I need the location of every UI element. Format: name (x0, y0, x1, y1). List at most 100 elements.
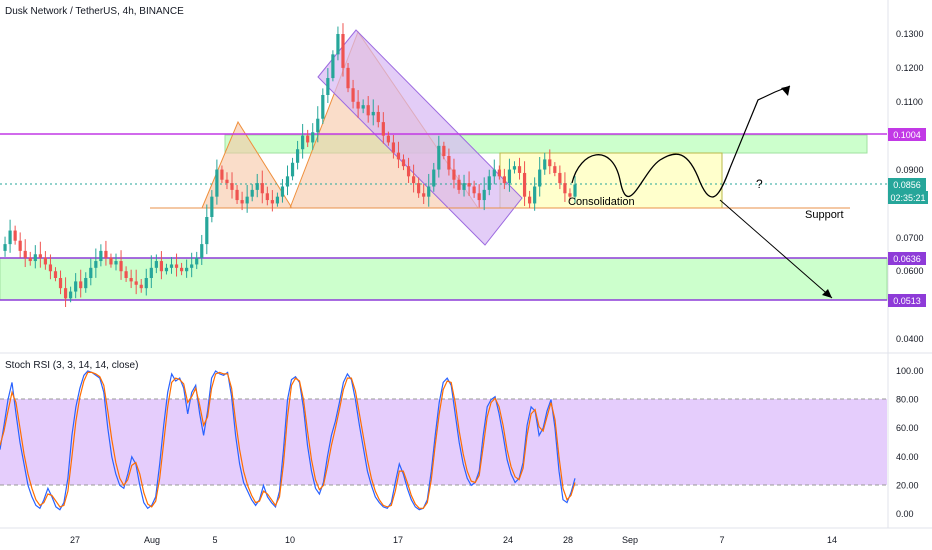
stoch-tick-label: 20.00 (896, 480, 919, 490)
candle (366, 96, 370, 123)
time-axis[interactable]: 27 Aug 5 10 17 24 28 Sep 7 14 (70, 535, 837, 545)
candle (195, 251, 199, 270)
stoch-axis[interactable]: 100.00 80.00 60.00 40.00 20.00 0.00 (896, 366, 924, 519)
price-tick-label: 0.1100 (896, 97, 923, 107)
badge-level-low-text: 0.0513 (893, 296, 921, 306)
candle (205, 204, 209, 255)
candle (487, 169, 491, 196)
candle (376, 105, 380, 128)
badge-countdown-text: 02:35:21 (890, 193, 925, 203)
candle (482, 177, 486, 211)
candle (230, 172, 234, 199)
time-tick-label: 5 (212, 535, 217, 545)
candle (74, 273, 78, 299)
candle (502, 168, 506, 190)
badge-level-mid: 0.0636 (888, 252, 926, 265)
candle (553, 162, 557, 177)
candle (69, 286, 73, 303)
candle (396, 141, 401, 169)
candle (250, 184, 254, 202)
price-tick-label: 0.1200 (896, 63, 924, 73)
candle (568, 188, 572, 201)
candle (265, 186, 269, 206)
time-tick-label: 14 (827, 535, 837, 545)
candle (154, 254, 158, 274)
bearish-projection-arrow (719, 199, 833, 299)
stoch-tick-label: 60.00 (896, 423, 919, 433)
candle (260, 170, 264, 204)
support-label: Support (805, 209, 844, 221)
candle (240, 191, 244, 211)
candle (301, 123, 305, 159)
candle (341, 23, 345, 77)
time-tick-label: 10 (285, 535, 295, 545)
candle (447, 148, 451, 176)
candle (336, 26, 340, 61)
candle (452, 158, 456, 189)
candle (149, 255, 153, 289)
candle (58, 270, 63, 295)
time-tick-label: 24 (503, 535, 513, 545)
candle (63, 277, 68, 308)
candle (129, 269, 133, 289)
candle (215, 159, 219, 205)
candle (23, 239, 27, 268)
time-tick-label: 27 (70, 535, 80, 545)
indicator-title[interactable]: Stoch RSI (3, 3, 14, 14, close) (5, 360, 138, 371)
candle (361, 99, 365, 114)
stoch-band-fill (0, 399, 887, 485)
candle (311, 123, 315, 150)
candle (543, 152, 547, 175)
price-tick-label: 0.0600 (896, 266, 924, 276)
candle (331, 50, 335, 82)
candle (179, 262, 184, 276)
candle (528, 190, 532, 209)
candle (134, 269, 138, 295)
candle (200, 234, 204, 265)
candle (225, 172, 229, 190)
candle (164, 263, 169, 275)
candle (119, 250, 123, 280)
time-tick-label: 28 (563, 535, 573, 545)
candle (548, 149, 552, 175)
candle (114, 253, 118, 271)
candle (38, 241, 42, 268)
candle (427, 173, 431, 207)
candle (356, 90, 360, 118)
candle (48, 254, 53, 280)
candle (346, 62, 350, 93)
consolidation-label: Consolidation (568, 196, 635, 208)
candle (159, 251, 164, 280)
candle (295, 140, 300, 170)
candle (210, 190, 214, 223)
candle (522, 161, 527, 207)
candle (321, 88, 325, 125)
candle (43, 251, 47, 270)
candle (457, 174, 461, 194)
badge-level-mid-text: 0.0636 (893, 254, 921, 264)
stoch-tick-label: 100.00 (896, 366, 924, 376)
price-axis[interactable]: 0.1300 0.1200 0.1100 0.0900 0.0700 0.0600 0.04… (896, 29, 924, 344)
candle (169, 256, 174, 274)
candle (533, 177, 537, 211)
candle (467, 171, 471, 196)
candle (290, 157, 295, 181)
symbol-title[interactable]: Dusk Network / TetherUS, 4h, BINANCE (5, 6, 184, 17)
candle (139, 279, 143, 293)
candle (517, 157, 522, 180)
candle (220, 165, 224, 183)
stoch-tick-label: 40.00 (896, 452, 919, 462)
candle (99, 244, 103, 267)
candle (84, 272, 88, 293)
arrowhead-up (781, 86, 790, 96)
candle (280, 179, 285, 203)
candle (3, 236, 7, 257)
badge-level-top: 0.1004 (888, 128, 926, 141)
candle (442, 141, 446, 160)
candle (185, 259, 189, 278)
candle (462, 174, 466, 197)
candle (386, 131, 390, 146)
candle (497, 165, 501, 180)
candle (255, 173, 259, 198)
